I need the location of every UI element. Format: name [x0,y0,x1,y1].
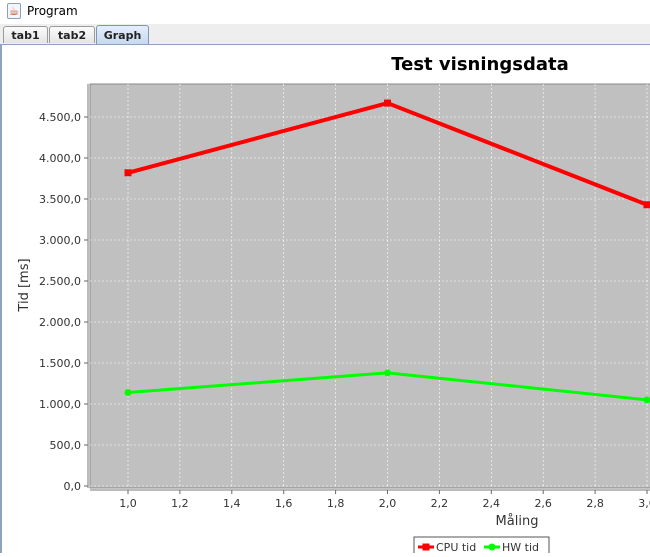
x-tick-label: 3,0 [638,497,650,510]
data-point [125,169,132,176]
y-tick-label: 2.000,0 [39,316,81,329]
window-title: Program [27,4,78,18]
java-cup-icon: ☕ [7,3,21,19]
x-axis-label: Måling [496,514,539,529]
y-tick-label: 1.500,0 [39,357,81,370]
y-tick-label: 2.500,0 [39,275,81,288]
y-tick-label: 3.000,0 [39,234,81,247]
data-point [384,100,391,107]
legend-marker [489,544,496,551]
y-axis-label: Tid [ms] [17,258,32,312]
x-tick-label: 2,4 [483,497,501,510]
graph-panel: Test visningsdata 1,0 1,2 1,4 1,6 1,8 2,0 2,2 2… [0,45,650,553]
x-tick-label: 1,8 [327,497,345,510]
data-point [644,201,650,208]
x-tick-label: 1,0 [119,497,137,510]
tab-tab1[interactable]: tab1 [3,26,48,43]
x-tick-label: 2,2 [431,497,449,510]
window-titlebar: ☕ Program [0,0,650,22]
y-tick-label: 3.500,0 [39,193,81,206]
data-point [125,389,132,396]
legend-marker [423,544,430,551]
x-tick-label: 2,8 [586,497,604,510]
y-tick-label: 500,0 [50,439,82,452]
x-tick-label: 2,6 [534,497,552,510]
data-point [384,369,391,376]
plot-area [90,84,650,488]
x-tick-label: 1,4 [223,497,241,510]
line-chart: Test visningsdata 1,0 1,2 1,4 1,6 1,8 2,0 2,2 2… [2,45,650,553]
x-tick-label: 1,2 [171,497,189,510]
x-tick-label: 2,0 [379,497,397,510]
y-tick-label: 4.500,0 [39,111,81,124]
x-tick-label: 1,6 [275,497,293,510]
legend: CPU tid HW tid [414,537,549,553]
tab-graph[interactable]: Graph [96,25,149,44]
legend-label: CPU tid [436,541,476,553]
y-tick-label: 4.000,0 [39,152,81,165]
y-tick-label: 0,0 [64,480,82,493]
chart-title: Test visningsdata [391,54,568,75]
y-tick-label: 1.000,0 [39,398,81,411]
legend-label: HW tid [502,541,539,553]
tab-tab2[interactable]: tab2 [49,26,95,43]
tab-strip: tab1 tab2 Graph [0,24,650,45]
